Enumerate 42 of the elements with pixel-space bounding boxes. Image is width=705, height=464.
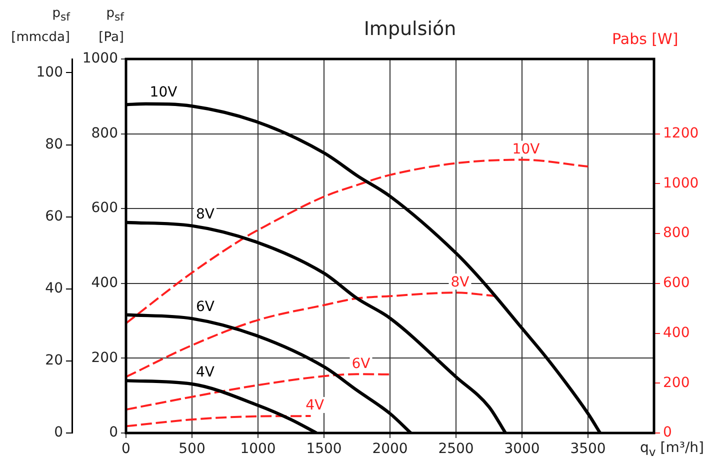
x-tick-label: 3000 — [504, 441, 540, 458]
y2-tick-label: 0 — [663, 424, 672, 441]
line-series — [126, 415, 312, 428]
series-label: 10V — [512, 141, 540, 158]
series-label: 4V — [306, 398, 324, 414]
y2-tick-label: 1000 — [663, 175, 699, 192]
x-axis-title: q$_{v}$ [m³/h] — [640, 440, 704, 459]
y3-tick-label: 20 — [45, 352, 63, 369]
chart-title: Impulsión — [362, 18, 458, 40]
y3-axis-title: p$_{sf}$ [mmcda] — [10, 5, 70, 47]
y2-tick-label: 1200 — [663, 125, 699, 142]
y-tick-label: 200 — [91, 350, 118, 366]
y-tick-label: 1000 — [82, 50, 118, 67]
y2-tick-label: 400 — [663, 324, 690, 341]
y-tick-label: 0 — [109, 424, 118, 441]
series-label: 6V — [352, 356, 371, 372]
y-axis-title: p$_{sf}$ [Pa] — [98, 5, 124, 47]
x-tick-label: 3500 — [570, 441, 606, 458]
x-tick-label: 2500 — [438, 441, 474, 458]
y-tick-label: 400 — [91, 275, 118, 292]
y2-tick-label: 600 — [663, 275, 690, 292]
x-tick-label: 500 — [178, 441, 206, 458]
series-label: 4V — [196, 364, 215, 381]
y-tick-label: 800 — [91, 125, 118, 142]
y3-tick-label: 100 — [36, 64, 63, 80]
y2-axis-title: Pabs [W] — [612, 30, 678, 48]
x-tick-label: 0 — [122, 441, 130, 458]
x-tick-label: 1000 — [240, 441, 276, 458]
y2-tick-label: 800 — [663, 225, 690, 242]
y2-tick-label: 200 — [663, 374, 690, 391]
x-tick-label: 1500 — [306, 441, 342, 458]
series-label: 6V — [196, 299, 215, 316]
series-label: 8V — [196, 206, 215, 222]
y-tick-label: 600 — [91, 200, 118, 216]
line-series — [126, 158, 589, 324]
x-tick-label: 2000 — [372, 441, 408, 458]
y3-tick-label: 0 — [54, 424, 63, 441]
y3-tick-label: 40 — [45, 280, 63, 297]
y3-tick-label: 60 — [45, 208, 63, 224]
series-label: 10V — [150, 84, 178, 101]
series-label: 8V — [450, 274, 470, 290]
y3-tick-label: 80 — [45, 136, 63, 152]
